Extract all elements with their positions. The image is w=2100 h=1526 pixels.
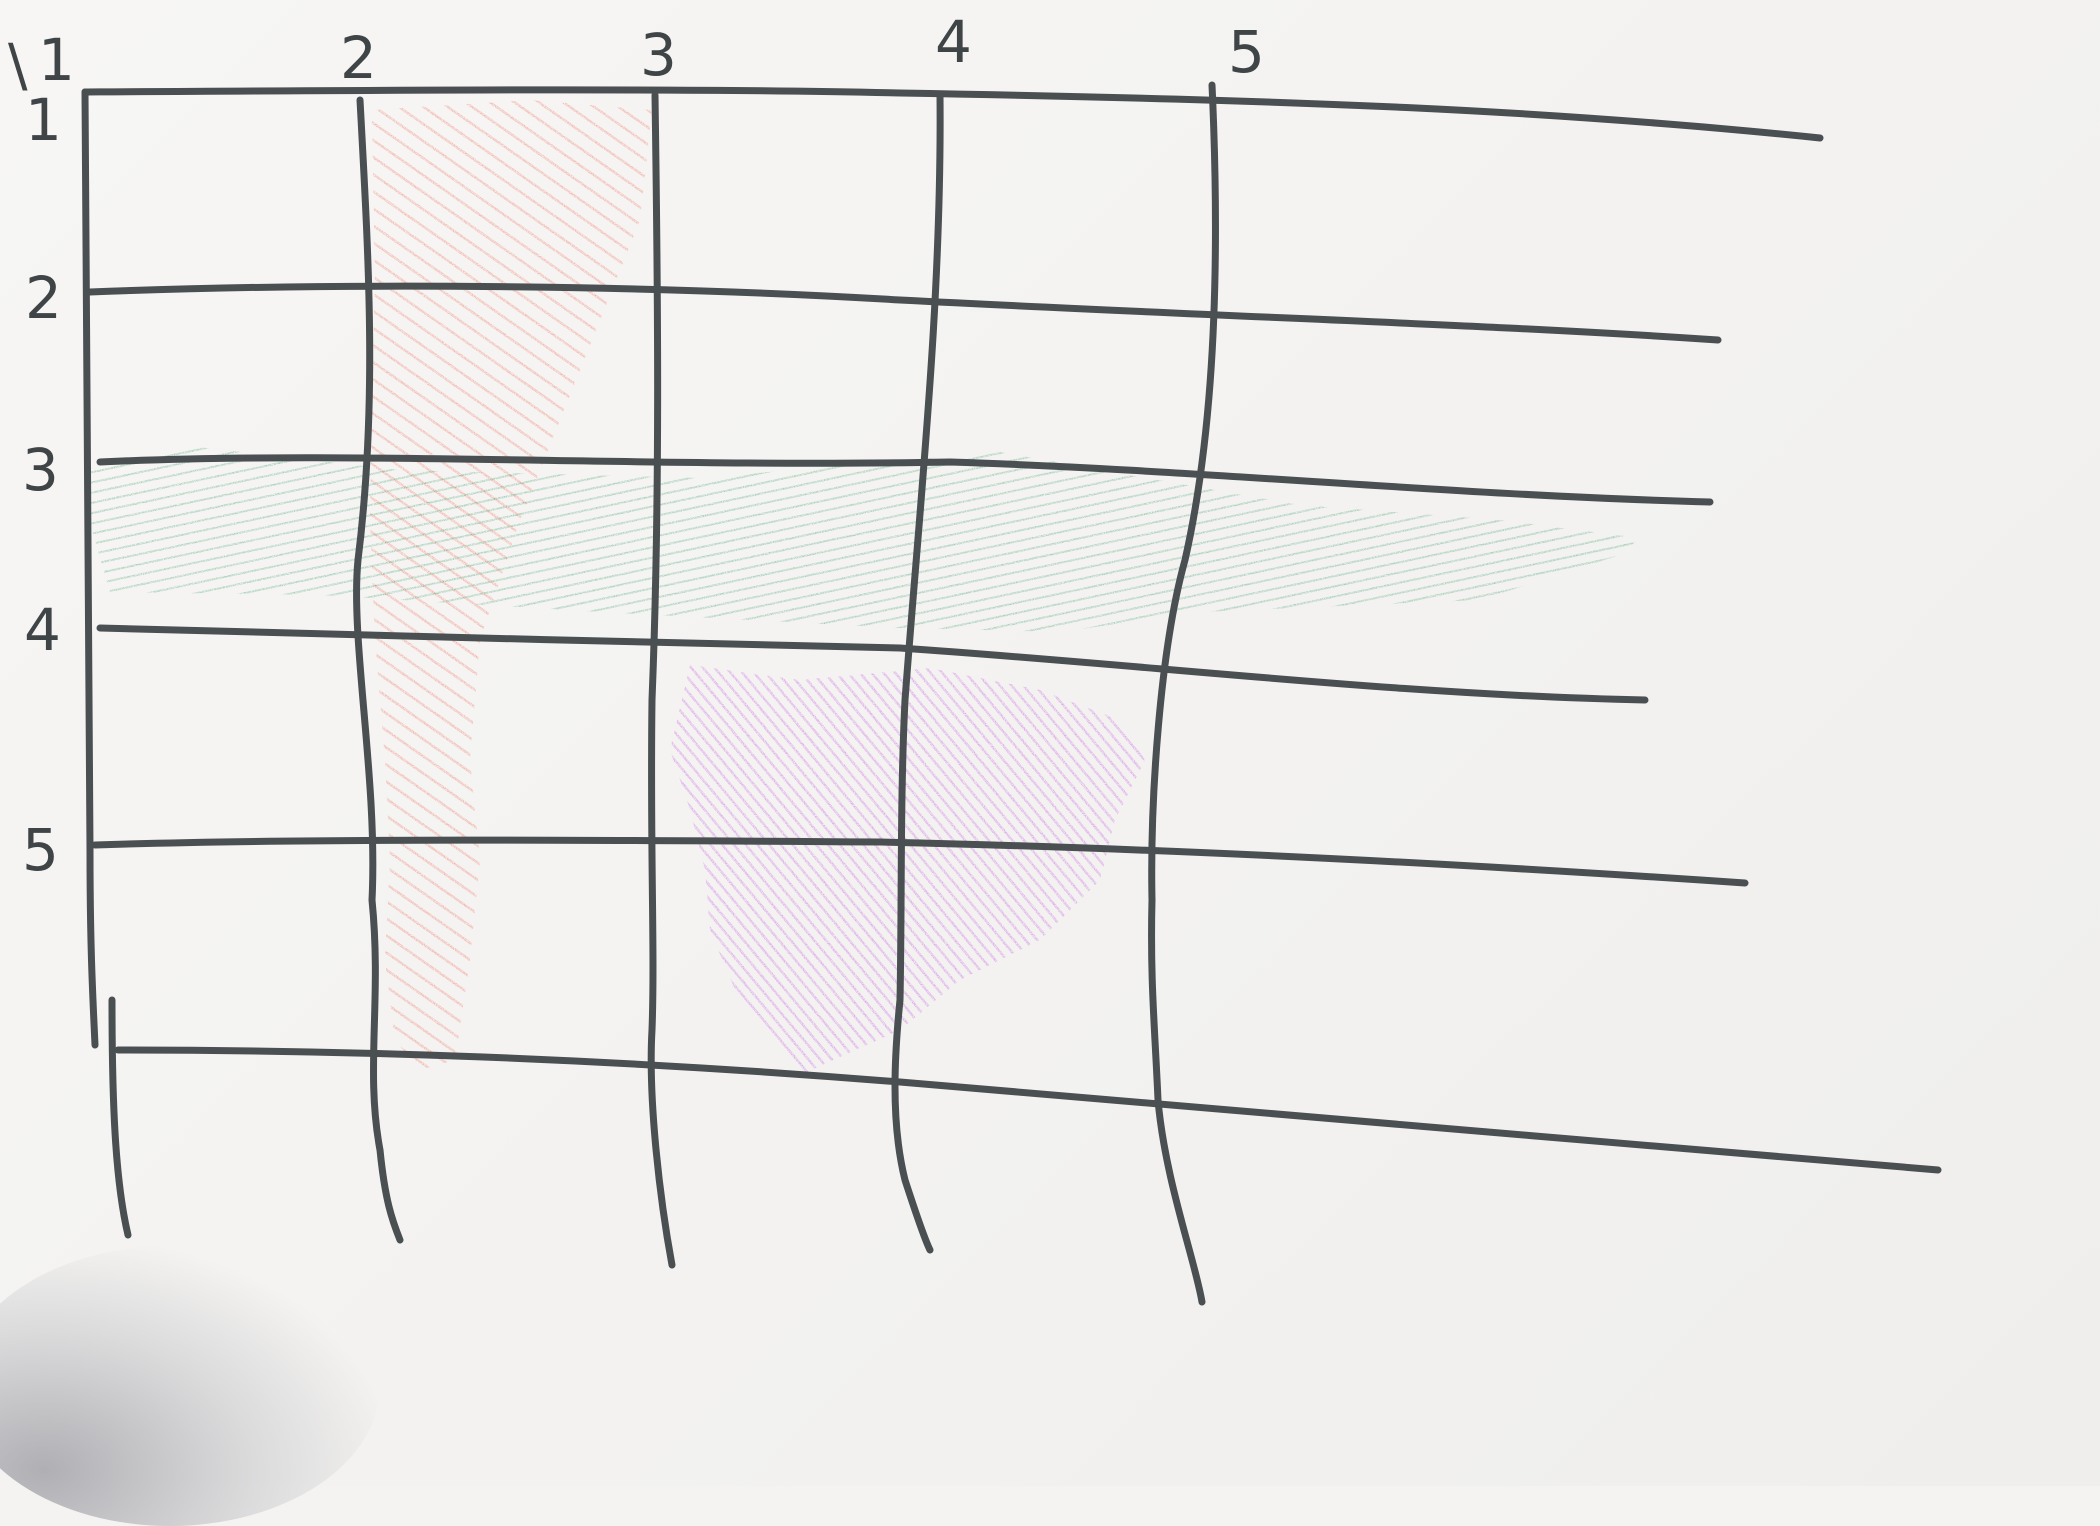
row-label-5: 5	[22, 816, 59, 884]
column-line-3	[647, 91, 676, 1269]
column-label-1: 1	[38, 26, 75, 94]
column-label-4: 4	[935, 8, 972, 76]
column-line-4	[891, 91, 944, 1254]
row-label-4: 4	[24, 596, 61, 664]
hand-drawn-grid-diagram: \ 1 2 3 4 5 1 2 3 4 5	[8, 8, 1942, 1306]
axis-labels: \ 1 2 3 4 5 1 2 3 4 5	[8, 8, 1265, 884]
column-label-5: 5	[1228, 18, 1265, 86]
column-line-2	[353, 96, 404, 1244]
row-label-2: 2	[25, 264, 62, 332]
row-line-5	[91, 836, 1749, 887]
purple-block-highlight	[670, 665, 1145, 1075]
row-line-4	[96, 624, 1649, 704]
row-line-3	[96, 454, 1714, 506]
column-label-3: 3	[640, 21, 677, 89]
column-line-1-lower	[108, 996, 132, 1239]
grid-lines	[81, 81, 1942, 1306]
row-line-1	[81, 86, 1824, 142]
row-label-3: 3	[22, 436, 59, 504]
row-label-1: 1	[25, 86, 62, 154]
column-line-5	[1148, 81, 1220, 1306]
red-column-highlight	[370, 100, 652, 1070]
highlight-layer	[85, 100, 1640, 1075]
green-row-highlight	[85, 445, 1640, 632]
column-label-2: 2	[340, 24, 377, 92]
row-line-2	[86, 282, 1722, 344]
corner-mark: \	[8, 31, 28, 99]
shadow	[0, 1246, 380, 1526]
column-line-1	[81, 88, 99, 1049]
row-line-6	[114, 1046, 1942, 1174]
